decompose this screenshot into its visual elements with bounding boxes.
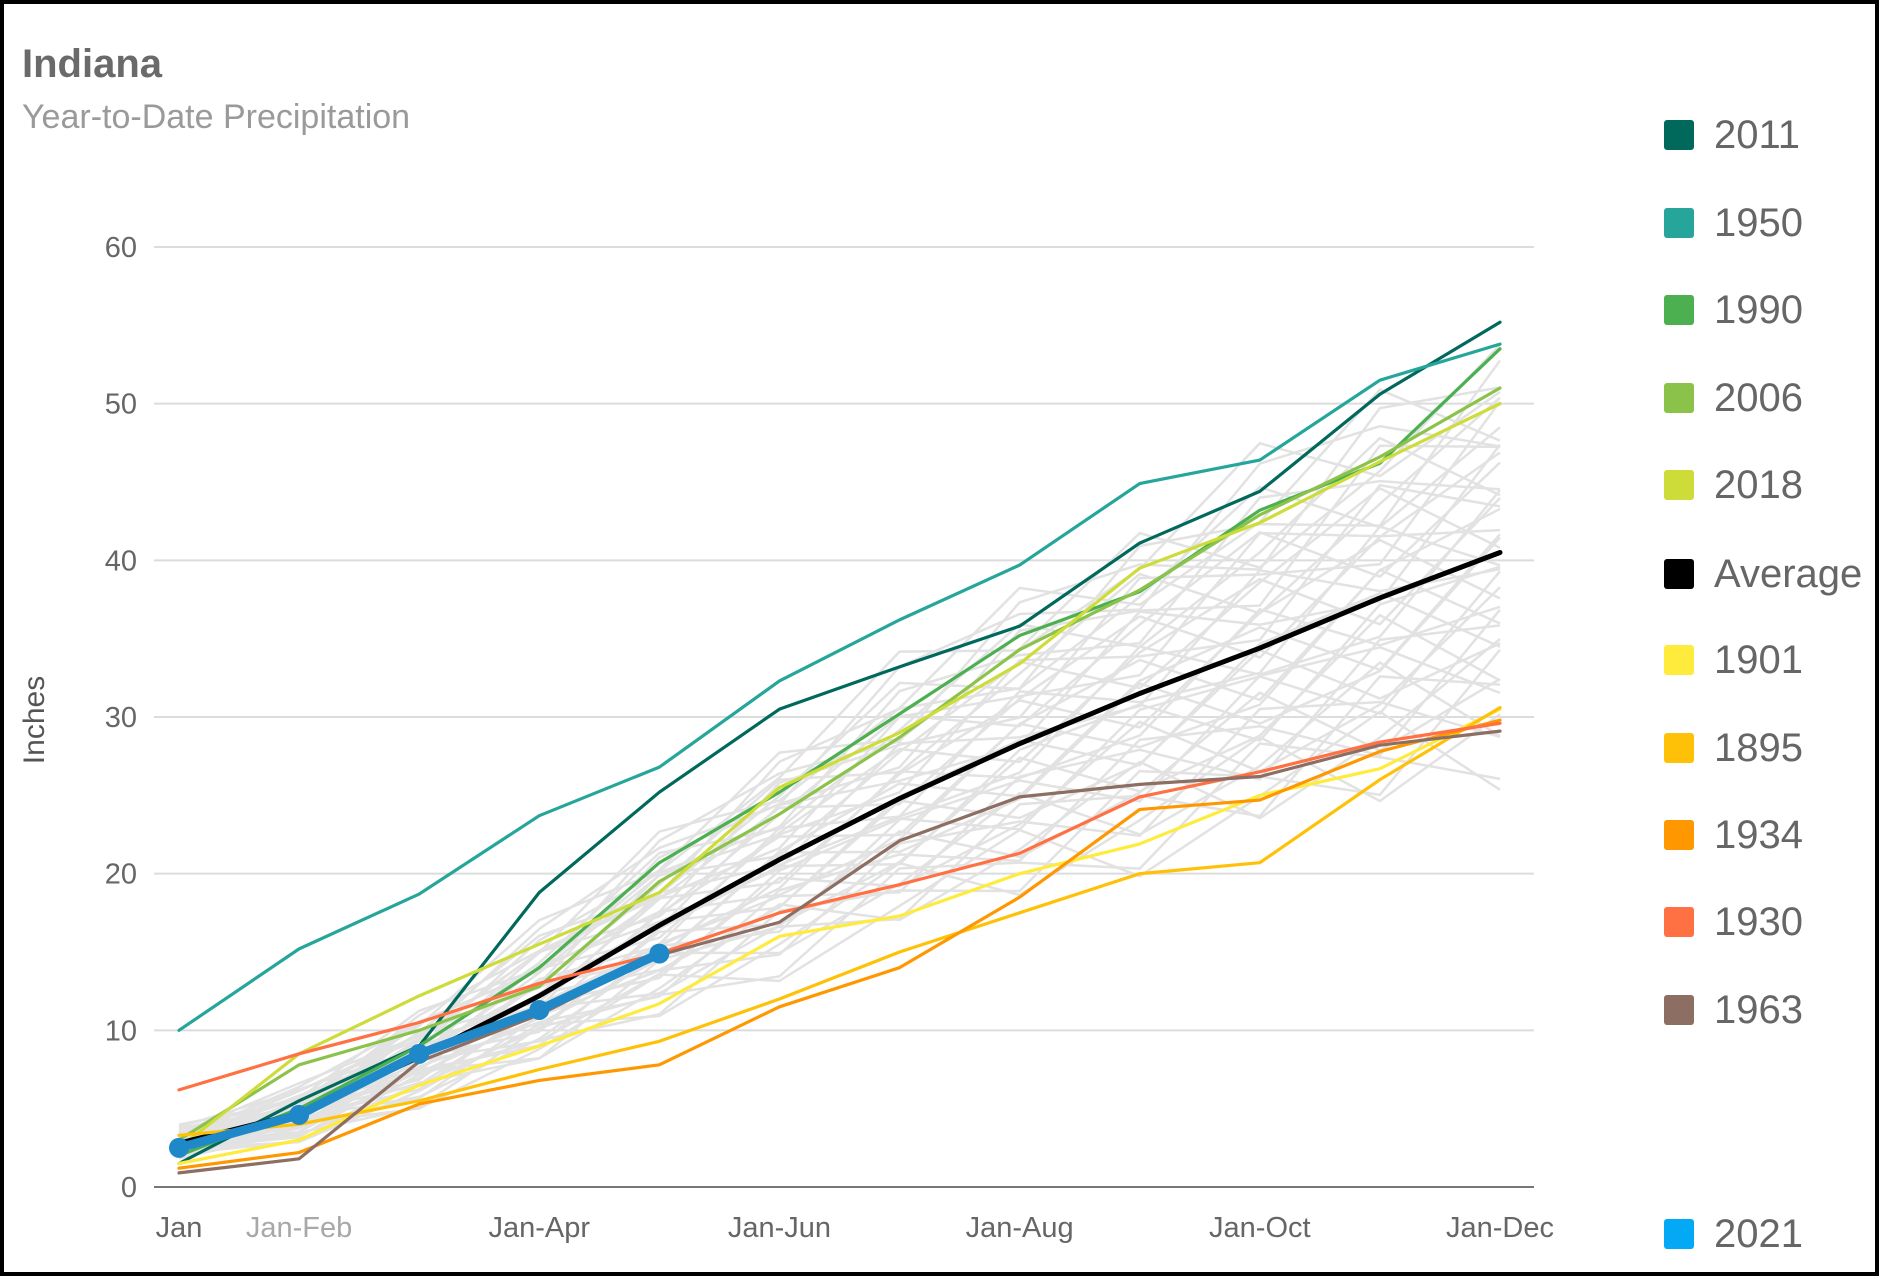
legend-swatch (1664, 907, 1694, 937)
y-tick-label: 60 (105, 232, 137, 264)
chart-frame: Indiana Year-to-Date Precipitation 0 10 20… (4, 4, 1875, 1272)
x-tick-label: Jan (156, 1212, 203, 1244)
series-point-2021 (529, 999, 550, 1020)
legend-item-2021[interactable]: 2021 (1664, 1211, 1803, 1257)
legend-item-2018[interactable]: 2018 (1664, 462, 1803, 508)
x-tick-label: Jan-Jun (728, 1212, 831, 1244)
y-tick-label: 20 (105, 859, 137, 891)
background-year-line (178, 424, 1501, 1129)
legend-label: 1901 (1714, 637, 1803, 682)
series-lines (169, 320, 1503, 1175)
legend-item-2011[interactable]: 2011 (1664, 112, 1800, 158)
series-line-1950 (177, 342, 1502, 1032)
background-year-line (178, 390, 1501, 1126)
legend-item-1895[interactable]: 1895 (1664, 725, 1803, 771)
legend-label: 2021 (1714, 1211, 1803, 1256)
legend-swatch (1664, 295, 1694, 325)
series-line-2011 (177, 320, 1502, 1166)
legend-item-1963[interactable]: 1963 (1664, 987, 1803, 1033)
legend-swatch (1664, 383, 1694, 413)
series-line-1963 (177, 729, 1502, 1175)
y-tick-label: 10 (105, 1015, 137, 1047)
legend-swatch (1664, 820, 1694, 850)
legend-label: 1930 (1714, 899, 1803, 944)
legend-label: 2018 (1714, 462, 1803, 507)
series-line-2006 (177, 386, 1502, 1142)
x-tick-label: Jan-Aug (966, 1212, 1074, 1244)
series-line-1930 (177, 721, 1502, 1092)
legend-swatch (1664, 995, 1694, 1025)
legend-label: 1990 (1714, 287, 1803, 332)
legend-item-1901[interactable]: 1901 (1664, 637, 1803, 683)
legend-item-1930[interactable]: 1930 (1664, 899, 1803, 945)
legend-item-1934[interactable]: 1934 (1664, 812, 1803, 858)
x-tick-label: Jan-Dec (1446, 1212, 1554, 1244)
background-year-line (178, 661, 1501, 1155)
legend-label: 2011 (1714, 112, 1801, 157)
legend-item-1950[interactable]: 1950 (1664, 200, 1803, 246)
series-point-2021 (649, 943, 670, 964)
legend-swatch (1664, 470, 1694, 500)
legend-swatch (1664, 645, 1694, 675)
legend-label: 1895 (1714, 725, 1803, 770)
legend-swatch (1664, 1219, 1694, 1249)
chart-title: Indiana (22, 42, 163, 86)
background-year-line (178, 638, 1501, 1160)
series-line-1934 (177, 718, 1502, 1170)
y-tick-label: 40 (105, 545, 137, 577)
legend-swatch (1664, 559, 1694, 589)
y-tick-label: 0 (121, 1172, 137, 1204)
x-tick-label: Jan-Apr (488, 1212, 590, 1244)
legend-swatch (1664, 120, 1694, 150)
y-tick-label: 30 (105, 702, 137, 734)
legend-label: 1950 (1714, 200, 1803, 245)
series-line-2018 (177, 402, 1502, 1150)
legend-label: Average (1714, 551, 1863, 596)
background-year-line (178, 461, 1501, 1134)
chart-subtitle: Year-to-Date Precipitation (22, 98, 411, 136)
series-point-2021 (409, 1043, 430, 1064)
series-point-2021 (169, 1137, 189, 1158)
background-year-line (178, 386, 1501, 1140)
precipitation-line-chart: 0 10 20 30 40 50 60 Jan Jan-Feb Jan-Apr Jan-Jun Jan… (18, 232, 1554, 1244)
legend-swatch (1664, 208, 1694, 238)
x-tick-label: Jan-Oct (1209, 1212, 1311, 1244)
legend-label: 1963 (1714, 987, 1803, 1032)
legend-label: 1934 (1714, 812, 1803, 857)
legend-swatch (1664, 733, 1694, 763)
x-tick-label: Jan-Feb (246, 1212, 352, 1244)
series-line-1990 (177, 347, 1502, 1158)
legend-label: 2006 (1714, 375, 1803, 420)
axis-labels: 0 10 20 30 40 50 60 Jan Jan-Feb Jan-Apr Jan-Jun Jan… (105, 232, 1554, 1244)
legend-item-1990[interactable]: 1990 (1664, 287, 1803, 333)
y-tick-label: 50 (105, 389, 137, 421)
y-axis-label: Inches (18, 676, 51, 764)
series-line-1895 (177, 705, 1502, 1137)
historical-background-lines (178, 343, 1502, 1160)
series-point-2021 (289, 1104, 310, 1125)
legend-item-average[interactable]: Average (1664, 551, 1862, 597)
background-year-line (178, 343, 1501, 1139)
legend-item-2006[interactable]: 2006 (1664, 375, 1803, 421)
